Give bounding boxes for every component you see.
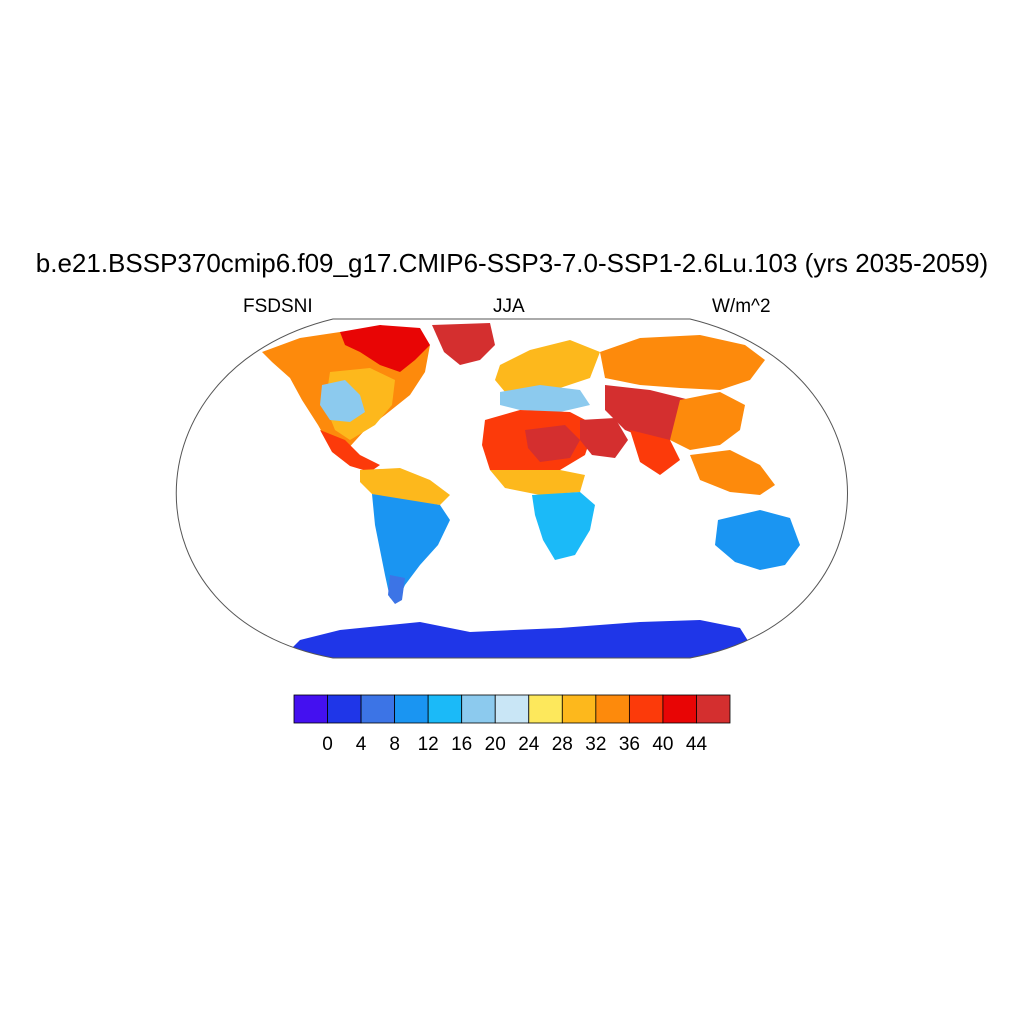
units-label: W/m^2 <box>712 296 771 317</box>
colorbar-tick-label: 28 <box>552 734 573 755</box>
antarctica-region <box>280 620 760 658</box>
variable-label: FSDSNI <box>243 296 313 317</box>
colorbar-tick-label: 20 <box>485 734 506 755</box>
colorbar-swatch <box>427 694 463 724</box>
colorbar-tick-label: 16 <box>451 734 472 755</box>
arabia-region <box>580 418 628 458</box>
colorbar-swatch <box>528 694 563 724</box>
sahel-region <box>490 470 585 495</box>
map-fill-layer <box>262 323 800 658</box>
colorbar-tick-label: 32 <box>585 734 606 755</box>
colorbar-swatch <box>494 694 530 724</box>
colorbar-tick-label: 24 <box>518 734 540 755</box>
sahara-core-region <box>525 425 580 462</box>
colorbar-swatch <box>696 694 731 724</box>
colorbar-tick-label: 44 <box>686 734 708 755</box>
colorbar-swatch <box>293 694 328 724</box>
south-asia-region <box>630 430 680 475</box>
south-america-tip-region <box>388 575 405 604</box>
southern-africa-region <box>532 492 595 560</box>
colorbar-swatch <box>595 694 630 724</box>
colorbar-swatch <box>461 694 496 724</box>
colorbar-swatch <box>360 694 396 724</box>
siberia-region <box>600 335 765 390</box>
mediterranean-region <box>500 385 590 412</box>
colorbar-swatch <box>394 694 429 724</box>
colorbar-tick-label: 0 <box>322 734 333 755</box>
colorbar-tick-label: 36 <box>619 734 640 755</box>
colorbar-swatch <box>662 694 697 724</box>
colorbar-swatch <box>628 694 664 724</box>
southeast-asia-region <box>690 450 775 495</box>
season-label: JJA <box>493 296 525 317</box>
europe-region <box>495 340 600 395</box>
colorbar-tick-label: 8 <box>389 734 400 755</box>
colorbar-swatch <box>561 694 597 724</box>
australia-region <box>715 510 800 570</box>
colorbar-tick-label: 40 <box>652 734 673 755</box>
china-region <box>670 392 745 450</box>
us-east-region <box>320 380 365 422</box>
colorbar-tick-label: 12 <box>418 734 439 755</box>
plot-title: b.e21.BSSP370cmip6.f09_g17.CMIP6-SSP3-7.… <box>35 248 989 278</box>
colorbar-swatch <box>327 694 362 724</box>
greenland-region <box>432 323 495 365</box>
mexico-region <box>320 430 380 472</box>
canadian-arctic-region <box>340 325 430 372</box>
south-america-south-region <box>372 494 450 600</box>
map-border <box>175 318 848 659</box>
colorbar-tick-label: 4 <box>356 734 367 755</box>
